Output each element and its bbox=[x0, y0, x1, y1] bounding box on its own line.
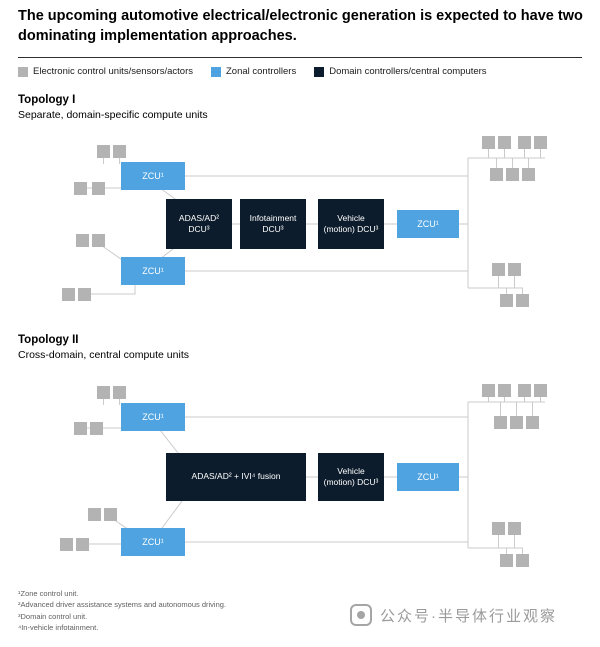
zcu-node-bottom-left: ZCU¹ bbox=[121, 257, 185, 285]
zcu-node-right: ZCU¹ bbox=[397, 210, 459, 238]
zonal-swatch-icon bbox=[210, 66, 221, 77]
legend-item-ecu: Electronic control units/sensors/actors bbox=[18, 66, 193, 77]
watermark-text: 公众号·半导体行业观察 bbox=[380, 607, 557, 625]
topology1-diagram: ZCU¹ ZCU¹ ADAS/AD² DCU³ Infotainment DCU… bbox=[0, 128, 600, 328]
legend-item-domain: Domain controllers/central computers bbox=[314, 66, 487, 77]
sensor-squares bbox=[60, 384, 547, 567]
ecu-square bbox=[498, 384, 511, 397]
ecu-square bbox=[90, 422, 103, 435]
ecu-square bbox=[506, 168, 519, 181]
topology2-network-graphic bbox=[60, 384, 547, 567]
ecu-square bbox=[516, 294, 529, 307]
ecu-square bbox=[74, 422, 87, 435]
legend-item-zonal: Zonal controllers bbox=[210, 66, 297, 77]
ecu-square bbox=[88, 508, 101, 521]
ecu-square bbox=[78, 288, 91, 301]
footnotes: ¹Zone control unit. ²Advanced driver ass… bbox=[18, 588, 226, 633]
legend-label: Electronic control units/sensors/actors bbox=[33, 66, 193, 77]
zcu-node-top-left: ZCU¹ bbox=[121, 162, 185, 190]
ecu-square bbox=[508, 263, 521, 276]
ecu-square bbox=[518, 136, 531, 149]
ecu-square bbox=[500, 554, 513, 567]
ecu-square bbox=[494, 416, 507, 429]
ecu-square bbox=[76, 538, 89, 551]
ecu-square bbox=[76, 234, 89, 247]
topology2-subtitle: Cross-domain, central compute units bbox=[18, 349, 189, 361]
zcu-node-right: ZCU¹ bbox=[397, 463, 459, 491]
legend: Electronic control units/sensors/actors … bbox=[18, 66, 596, 77]
vehicle-dcu-node: Vehicle (motion) DCU³ bbox=[318, 453, 384, 501]
ecu-square bbox=[113, 145, 126, 158]
vehicle-dcu-node: Vehicle (motion) DCU³ bbox=[318, 199, 384, 249]
ecu-square bbox=[518, 384, 531, 397]
topology2-heading: Topology II bbox=[18, 334, 79, 346]
adas-dcu-node: ADAS/AD² DCU³ bbox=[166, 199, 232, 249]
ecu-square bbox=[534, 136, 547, 149]
ecu-square bbox=[113, 386, 126, 399]
ecu-square bbox=[508, 522, 521, 535]
ecu-square bbox=[92, 182, 105, 195]
sensor-squares bbox=[62, 136, 547, 307]
ecu-square bbox=[522, 168, 535, 181]
ecu-swatch-icon bbox=[18, 66, 28, 77]
ecu-square bbox=[498, 136, 511, 149]
watermark: 公众号·半导体行业观察 bbox=[350, 604, 557, 626]
ecu-square bbox=[490, 168, 503, 181]
ecu-square bbox=[482, 384, 495, 397]
ecu-square bbox=[534, 384, 547, 397]
page-title: The upcoming automotive electrical/elect… bbox=[18, 8, 583, 45]
ecu-square bbox=[510, 416, 523, 429]
watermark-logo-icon bbox=[350, 604, 372, 626]
topology1-heading: Topology I bbox=[18, 94, 76, 106]
legend-label: Domain controllers/central computers bbox=[329, 66, 487, 77]
ecu-square bbox=[492, 263, 505, 276]
fusion-node: ADAS/AD² + IVI⁴ fusion bbox=[166, 453, 306, 501]
ecu-square bbox=[97, 386, 110, 399]
ecu-square bbox=[62, 288, 75, 301]
footnote-4: ⁴In-vehicle infotainment. bbox=[18, 622, 99, 632]
ecu-square bbox=[526, 416, 539, 429]
footnote-3: ³Domain control unit. bbox=[18, 611, 88, 621]
footnote-1: ¹Zone control unit. bbox=[18, 589, 79, 598]
zcu-node-top-left: ZCU¹ bbox=[121, 403, 185, 431]
footnote-2: ²Advanced driver assistance systems and … bbox=[18, 600, 227, 610]
topology1-network-graphic bbox=[62, 136, 547, 307]
title-divider bbox=[18, 57, 582, 58]
ecu-square bbox=[92, 234, 105, 247]
topology2-diagram: ZCU¹ ZCU¹ ADAS/AD² + IVI⁴ fusion Vehicle… bbox=[0, 370, 600, 582]
domain-swatch-icon bbox=[314, 66, 325, 77]
infotainment-dcu-node: Infotainment DCU³ bbox=[240, 199, 306, 249]
ecu-square bbox=[60, 538, 73, 551]
ecu-square bbox=[97, 145, 110, 158]
zcu-node-bottom-left: ZCU¹ bbox=[121, 528, 185, 556]
ecu-square bbox=[104, 508, 117, 521]
legend-label: Zonal controllers bbox=[225, 66, 297, 77]
ecu-square bbox=[500, 294, 513, 307]
ecu-square bbox=[74, 182, 87, 195]
ecu-square bbox=[516, 554, 529, 567]
ecu-square bbox=[482, 136, 495, 149]
topology1-subtitle: Separate, domain-specific compute units bbox=[18, 109, 208, 121]
ecu-square bbox=[492, 522, 505, 535]
